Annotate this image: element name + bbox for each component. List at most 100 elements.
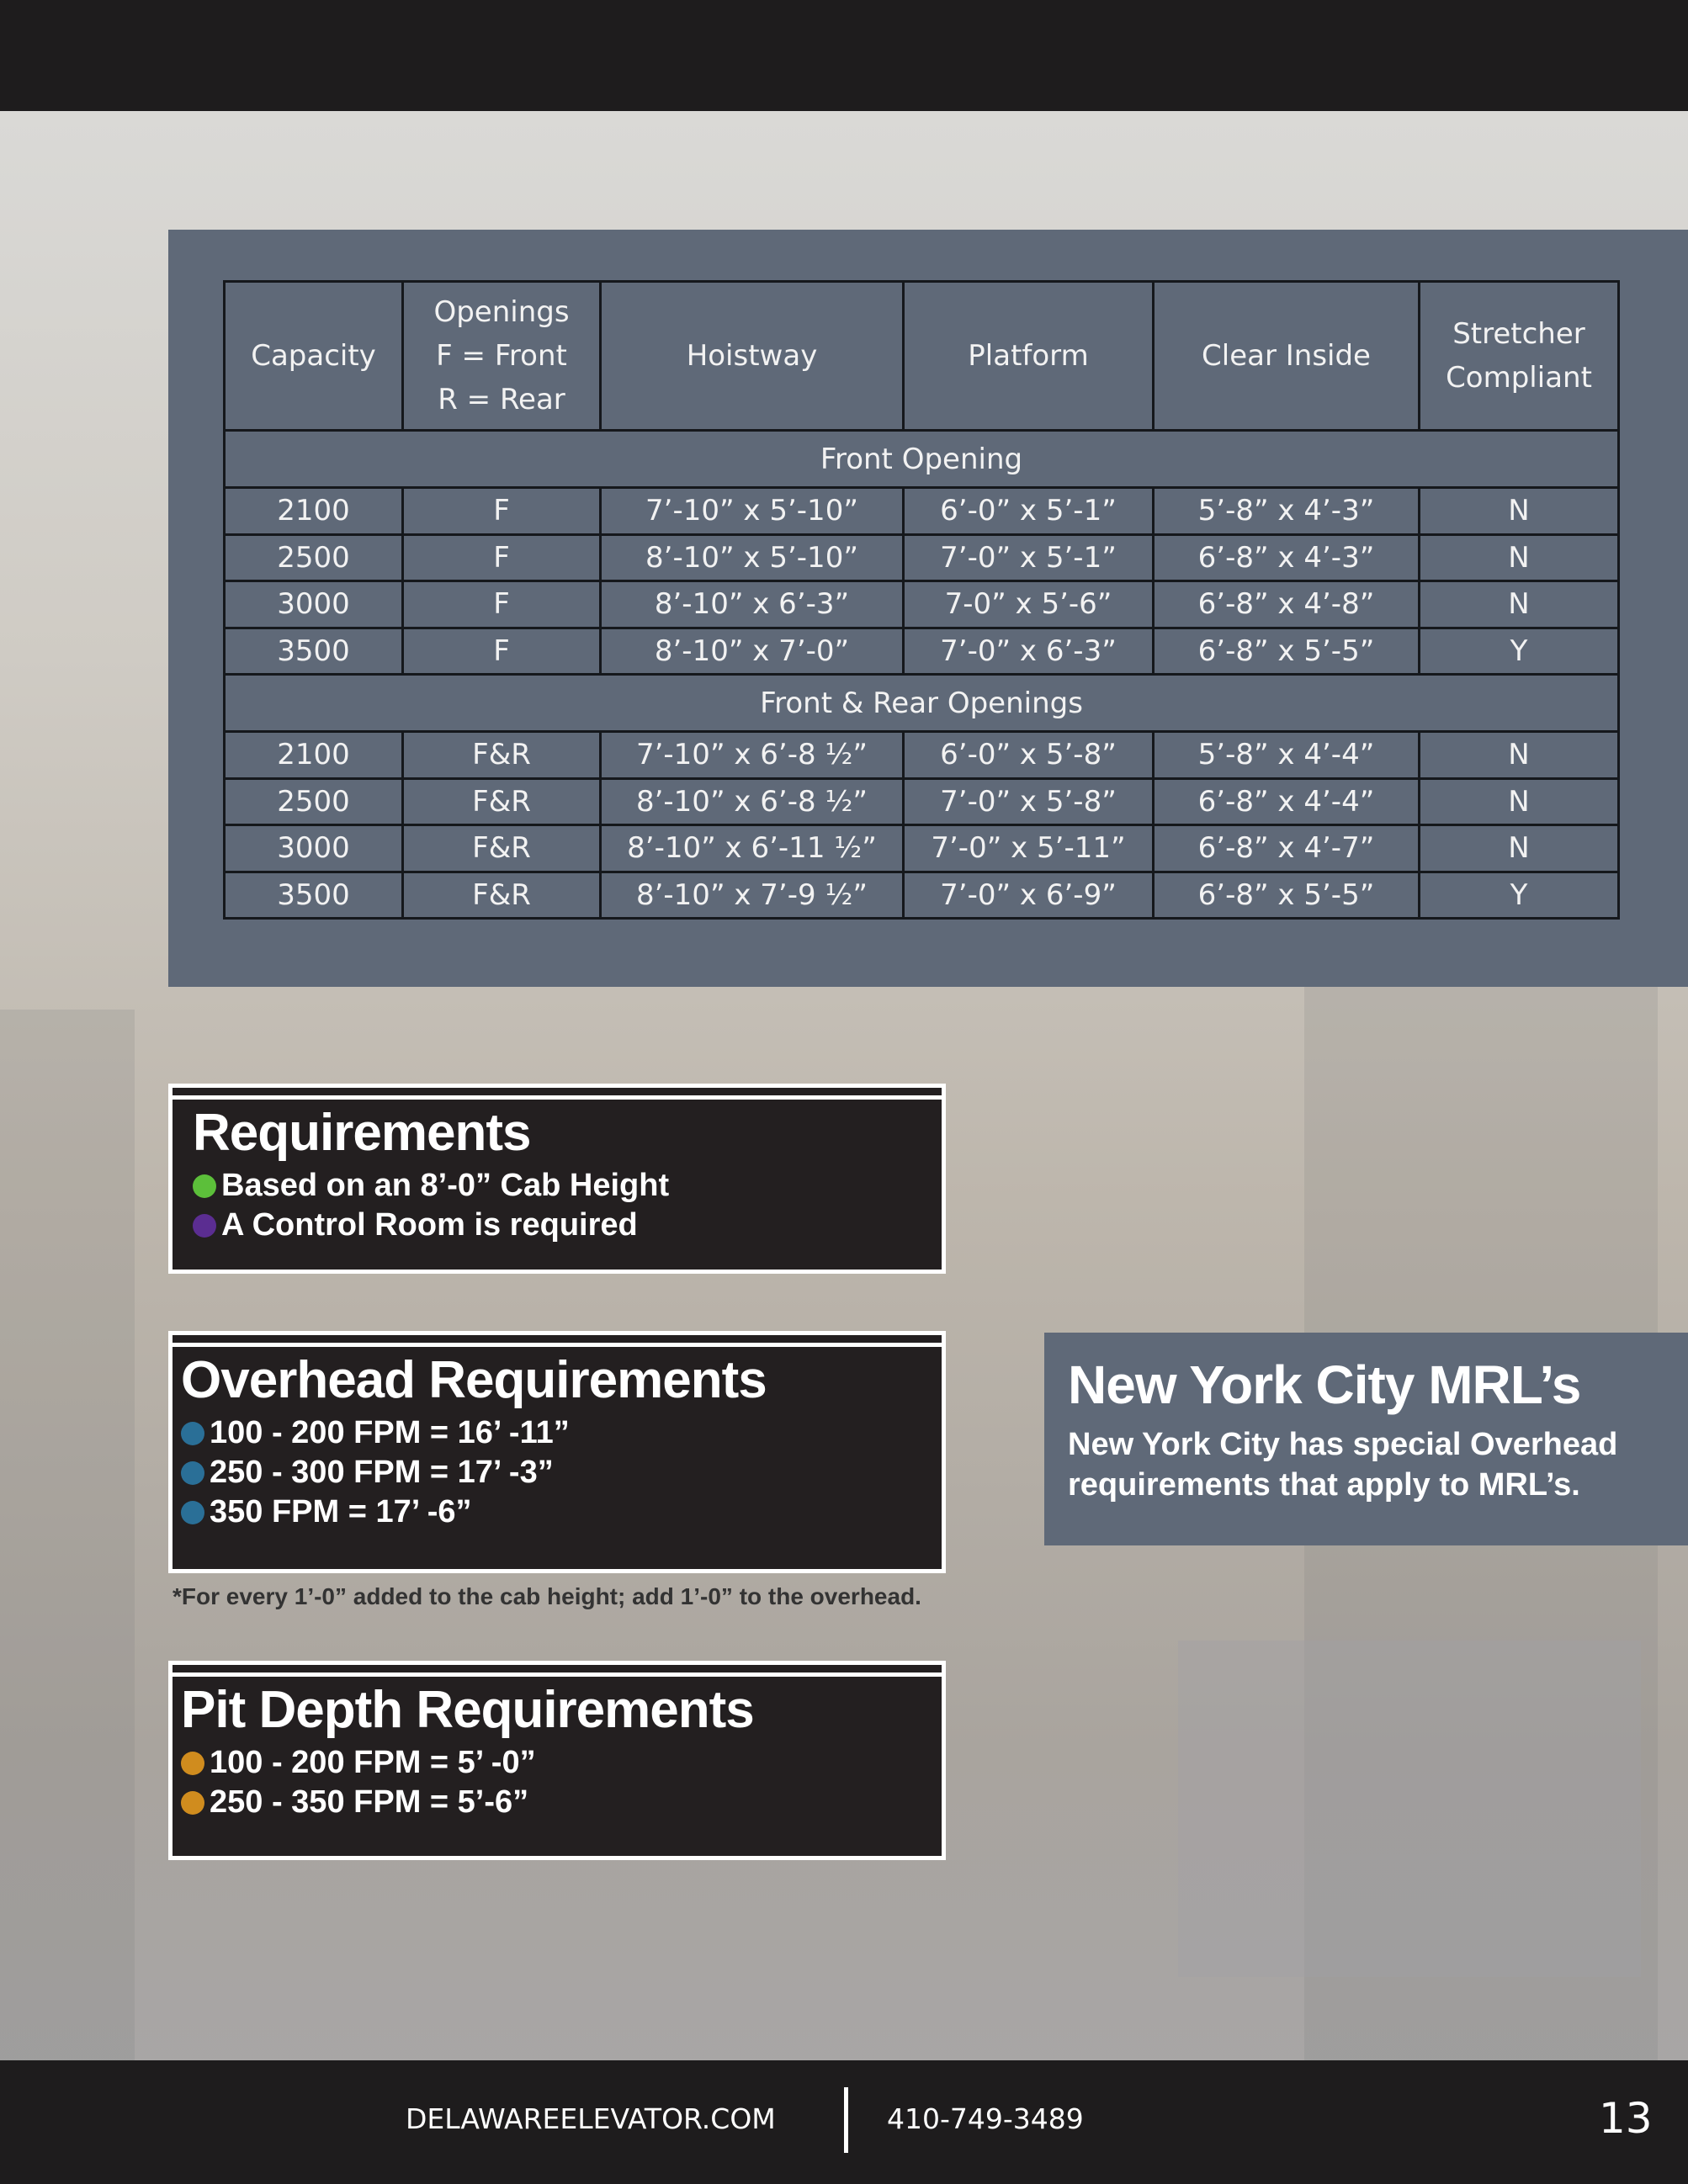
- bullet-dot-icon: [193, 1174, 216, 1198]
- list-item: Based on an 8’-0” Cab Height: [193, 1166, 942, 1206]
- list-item-text: 250 - 300 FPM = 17’ -3”: [210, 1455, 554, 1490]
- table-cell: 8’-10” x 6’-8 ½”: [599, 777, 905, 826]
- table-cell: 8’-10” x 7’-0”: [599, 626, 905, 676]
- overhead-box: Overhead Requirements 100 - 200 FPM = 16…: [168, 1331, 946, 1573]
- table-row: 2100 F&R 7’-10” x 6’-8 ½” 6’-0” x 5’-8” 5’-8…: [223, 730, 1620, 780]
- pit-depth-list: 100 - 200 FPM = 5’ -0” 250 - 350 FPM = 5’…: [181, 1743, 942, 1822]
- header-hoistway: Hoistway: [599, 280, 905, 432]
- overhead-note: *For every 1’-0” added to the cab height…: [173, 1583, 921, 1609]
- pit-depth-box: Pit Depth Requirements 100 - 200 FPM = 5…: [168, 1661, 946, 1860]
- table-cell: 5’-8” x 4’-4”: [1152, 730, 1420, 780]
- list-item-text: 250 - 350 FPM = 5’-6”: [210, 1784, 529, 1820]
- section-row: Front & Rear Openings: [223, 673, 1620, 733]
- phone-number: 410-749-3489: [887, 2102, 1084, 2135]
- nyc-title: New York City MRL’s: [1068, 1354, 1581, 1415]
- table-cell: 6’-8” x 4’-8”: [1152, 580, 1420, 629]
- list-item-text: 350 FPM = 17’ -6”: [210, 1494, 472, 1529]
- list-item-text: Based on an 8’-0” Cab Height: [221, 1168, 670, 1203]
- table-cell: N: [1418, 777, 1620, 826]
- table-cell: N: [1418, 824, 1620, 873]
- list-item-text: 100 - 200 FPM = 16’ -11”: [210, 1415, 570, 1450]
- footer-divider: [844, 2087, 848, 2153]
- list-item: 100 - 200 FPM = 5’ -0”: [181, 1743, 942, 1783]
- bullet-dot-icon: [181, 1790, 204, 1815]
- table-cell: N: [1418, 486, 1620, 536]
- table-cell: F&R: [401, 824, 602, 873]
- header-clear-inside: Clear Inside: [1152, 280, 1420, 432]
- bullet-dot-icon: [181, 1751, 204, 1775]
- header-capacity: Capacity: [223, 280, 404, 432]
- table-row: 3000 F&R 8’-10” x 6’-11 ½” 7’-0” x 5’-11” 6’…: [223, 824, 1620, 873]
- table-cell: 2500: [223, 777, 404, 826]
- page-number: 13: [1599, 2094, 1653, 2143]
- table-cell: 6’-8” x 4’-3”: [1152, 533, 1420, 582]
- table-cell: 6’-8” x 4’-4”: [1152, 777, 1420, 826]
- list-item: 350 FPM = 17’ -6”: [181, 1492, 942, 1532]
- section-title: Front & Rear Openings: [223, 673, 1620, 733]
- header-openings-line: Openings: [433, 295, 570, 329]
- table-cell: F: [401, 626, 602, 676]
- bullet-dot-icon: [181, 1421, 204, 1445]
- table-cell: 2500: [223, 533, 404, 582]
- top-bar: [0, 0, 1688, 111]
- table-cell: 7’-0” x 5’-11”: [902, 824, 1155, 873]
- table-cell: 7’-10” x 5’-10”: [599, 486, 905, 536]
- table-cell: 6’-8” x 5’-5”: [1152, 870, 1420, 920]
- bullet-dot-icon: [181, 1500, 204, 1524]
- table-row: 2100 F 7’-10” x 5’-10” 6’-0” x 5’-1” 5’-8” x…: [223, 486, 1620, 536]
- section-title: Front Opening: [223, 429, 1620, 489]
- table-cell: 6’-0” x 5’-1”: [902, 486, 1155, 536]
- table-cell: F: [401, 580, 602, 629]
- table-cell: 7’-0” x 5’-1”: [902, 533, 1155, 582]
- header-openings-line: R = Rear: [438, 383, 565, 416]
- table-panel: Capacity Openings F = Front R = Rear Hoi…: [168, 230, 1688, 987]
- table-cell: 3000: [223, 824, 404, 873]
- requirements-list: Based on an 8’-0” Cab Height A Control Ro…: [193, 1166, 942, 1245]
- website-link[interactable]: DELAWAREELEVATOR.COM: [406, 2102, 776, 2135]
- table-cell: 8’-10” x 7’-9 ½”: [599, 870, 905, 920]
- table-cell: 7-0” x 5’-6”: [902, 580, 1155, 629]
- list-item-text: A Control Room is required: [221, 1207, 638, 1243]
- list-item: 250 - 350 FPM = 5’-6”: [181, 1783, 942, 1822]
- table-cell: 3500: [223, 626, 404, 676]
- table-cell: 8’-10” x 6’-3”: [599, 580, 905, 629]
- table-cell: 6’-0” x 5’-8”: [902, 730, 1155, 780]
- table-header-row: Capacity Openings F = Front R = Rear Hoi…: [223, 280, 1620, 432]
- table-cell: 2100: [223, 486, 404, 536]
- table-row: 2500 F 8’-10” x 5’-10” 7’-0” x 5’-1” 6’-8” x…: [223, 533, 1620, 582]
- section-row: Front Opening: [223, 429, 1620, 489]
- background-building: [0, 1010, 135, 2061]
- dimensions-table: Capacity Openings F = Front R = Rear Hoi…: [223, 280, 1620, 920]
- table-row: 3000 F 8’-10” x 6’-3” 7-0” x 5’-6” 6’-8” x 4…: [223, 580, 1620, 629]
- list-item: 250 - 300 FPM = 17’ -3”: [181, 1453, 942, 1492]
- box-strip: [173, 1335, 942, 1347]
- bullet-dot-icon: [181, 1460, 204, 1485]
- box-strip: [173, 1088, 942, 1100]
- table-cell: 3500: [223, 870, 404, 920]
- table-cell: 8’-10” x 6’-11 ½”: [599, 824, 905, 873]
- bullet-dot-icon: [193, 1213, 216, 1238]
- table-cell: N: [1418, 580, 1620, 629]
- header-stretcher-line: Compliant: [1446, 361, 1592, 395]
- table-cell: F&R: [401, 730, 602, 780]
- table-cell: 7’-0” x 6’-3”: [902, 626, 1155, 676]
- nyc-mrl-box: New York City MRL’s New York City has sp…: [1044, 1333, 1688, 1545]
- nyc-body: New York City has special Overhead requi…: [1068, 1427, 1618, 1503]
- table-cell: Y: [1418, 870, 1620, 920]
- table-cell: 3000: [223, 580, 404, 629]
- footer: DELAWAREELEVATOR.COM 410-749-3489 13: [0, 2060, 1688, 2184]
- list-item: 100 - 200 FPM = 16’ -11”: [181, 1413, 942, 1453]
- table-cell: F: [401, 486, 602, 536]
- header-platform: Platform: [902, 280, 1155, 432]
- table-cell: Y: [1418, 626, 1620, 676]
- list-item-text: 100 - 200 FPM = 5’ -0”: [210, 1745, 536, 1780]
- table-row: 2500 F&R 8’-10” x 6’-8 ½” 7’-0” x 5’-8” 6’-8…: [223, 777, 1620, 826]
- table-cell: 7’-0” x 5’-8”: [902, 777, 1155, 826]
- requirements-title: Requirements: [193, 1104, 531, 1162]
- header-stretcher: Stretcher Compliant: [1418, 280, 1620, 432]
- table-cell: 6’-8” x 4’-7”: [1152, 824, 1420, 873]
- table-cell: 7’-0” x 6’-9”: [902, 870, 1155, 920]
- header-openings-line: F = Front: [436, 339, 567, 373]
- table-cell: F&R: [401, 870, 602, 920]
- pit-depth-title: Pit Depth Requirements: [181, 1681, 755, 1739]
